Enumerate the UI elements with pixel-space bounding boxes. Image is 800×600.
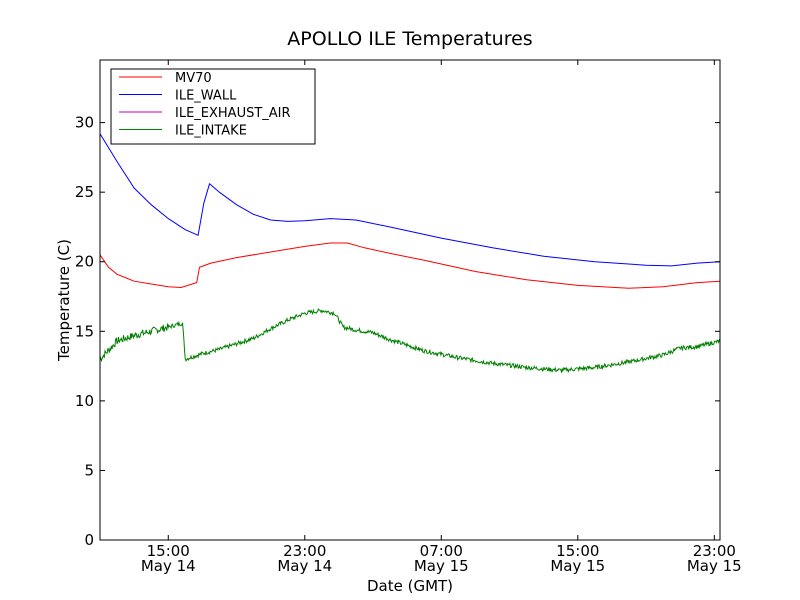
x-tick-time: 23:00 bbox=[693, 542, 736, 560]
x-tick-time: 15:00 bbox=[147, 542, 190, 560]
x-tick-time: 15:00 bbox=[556, 542, 599, 560]
x-tick-date: May 15 bbox=[687, 557, 742, 575]
x-tick-date: May 14 bbox=[277, 557, 332, 575]
y-axis-label: Temperature (C) bbox=[55, 239, 73, 362]
y-tick-label: 0 bbox=[84, 531, 94, 549]
y-tick-label: 30 bbox=[75, 114, 94, 132]
legend-box bbox=[110, 68, 316, 145]
x-axis-label: Date (GMT) bbox=[367, 577, 453, 595]
legend-label: MV70 bbox=[175, 71, 212, 86]
y-tick-label: 25 bbox=[75, 183, 94, 201]
x-tick-date: May 15 bbox=[550, 557, 605, 575]
y-tick-label: 5 bbox=[84, 461, 94, 479]
series-line-mv70 bbox=[99, 242, 721, 289]
x-tick-date: May 15 bbox=[414, 557, 469, 575]
x-tick-date: May 14 bbox=[141, 557, 196, 575]
legend: MV70 ILE_WALL ILE_EXHAUST_AIR ILE_INTAKE bbox=[110, 68, 316, 145]
y-tick-label: 20 bbox=[75, 253, 94, 271]
legend-label: ILE_EXHAUST_AIR bbox=[175, 106, 291, 121]
legend-label: ILE_INTAKE bbox=[175, 124, 247, 139]
series-line-ile-intake bbox=[99, 308, 721, 374]
x-tick-time: 23:00 bbox=[283, 542, 326, 560]
y-axis: 0 5 10 15 20 25 30 bbox=[75, 114, 720, 549]
series-line-ile-wall bbox=[99, 133, 721, 267]
plot-lines bbox=[99, 133, 721, 374]
y-tick-label: 10 bbox=[75, 392, 94, 410]
plot-frame bbox=[99, 59, 721, 541]
legend-label: ILE_WALL bbox=[175, 89, 237, 104]
x-tick-time: 07:00 bbox=[420, 542, 463, 560]
chart-title: APOLLO ILE Temperatures bbox=[287, 28, 532, 50]
y-tick-label: 15 bbox=[75, 322, 94, 340]
